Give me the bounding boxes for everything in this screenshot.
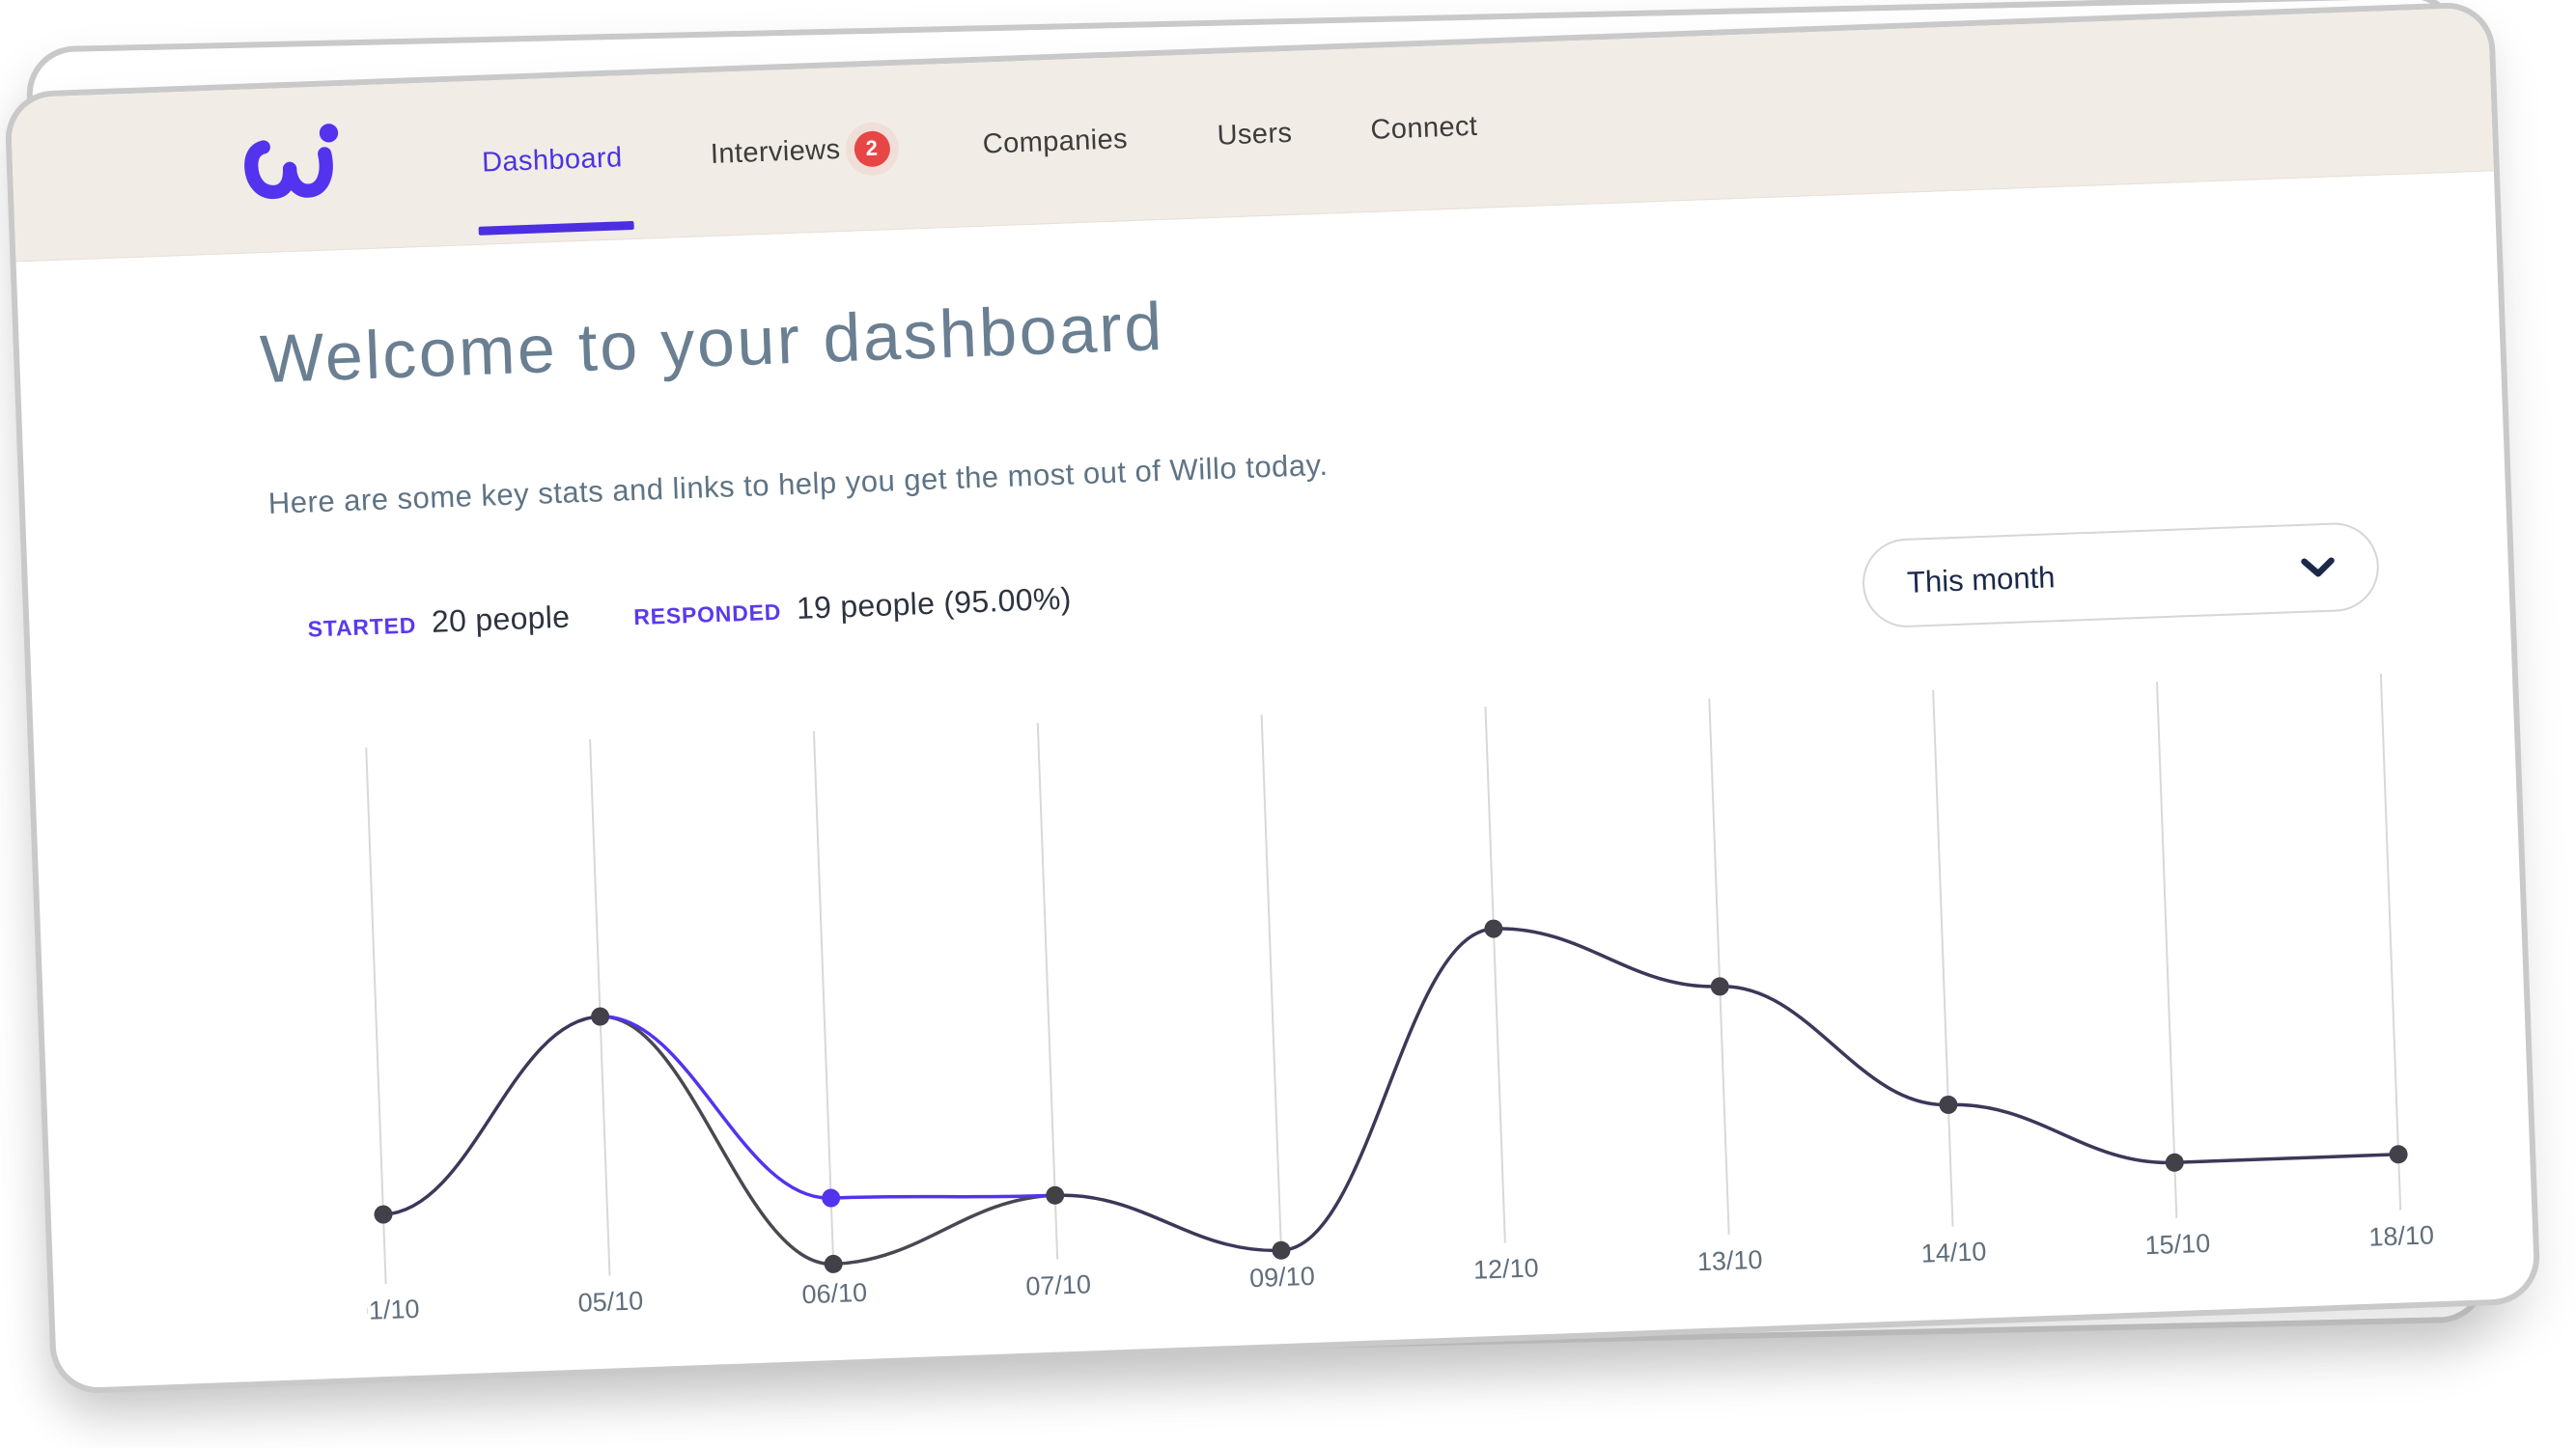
- nav-tab-label: Dashboard: [481, 141, 624, 179]
- nav-tab-dashboard[interactable]: Dashboard: [478, 75, 635, 244]
- svg-text:06/10: 06/10: [801, 1278, 868, 1309]
- notification-badge: 2: [853, 129, 891, 167]
- svg-text:01/10: 01/10: [353, 1295, 420, 1325]
- x-axis-labels: 01/10 05/10 06/10 07/10 09/10 12/10 13/10 14/10…: [353, 1220, 2434, 1325]
- svg-text:14/10: 14/10: [1920, 1237, 1987, 1267]
- svg-text:12/10: 12/10: [1473, 1253, 1540, 1284]
- line-combined: [382, 927, 2399, 1253]
- top-navbar: Dashboard Interviews 2 Companies Users C…: [10, 7, 2494, 263]
- nav-tab-users[interactable]: Users: [1215, 51, 1296, 218]
- stats-row: STARTED 20 people RESPONDED 19 people (9…: [307, 581, 1072, 645]
- data-point-dark: [1939, 1095, 1958, 1114]
- dashboard-window: Dashboard Interviews 2 Companies Users C…: [4, 1, 2541, 1395]
- svg-text:13/10: 13/10: [1696, 1245, 1763, 1276]
- page-subtitle: Here are some key stats and links to hel…: [267, 447, 1329, 520]
- stat-label: RESPONDED: [632, 599, 782, 630]
- nav-tab-interviews[interactable]: Interviews 2: [708, 66, 893, 237]
- data-point-purple: [822, 1188, 841, 1208]
- nav-tab-label: Interviews: [710, 133, 842, 170]
- willo-logo[interactable]: [240, 119, 352, 219]
- nav-tab-label: Companies: [982, 123, 1129, 160]
- svg-text:05/10: 05/10: [577, 1286, 644, 1317]
- willo-logo-icon: [244, 124, 339, 200]
- stat-label: STARTED: [307, 612, 417, 642]
- data-point-dark: [824, 1254, 843, 1273]
- data-point-dark: [2389, 1145, 2408, 1164]
- svg-text:15/10: 15/10: [2144, 1229, 2211, 1260]
- nav-tab-connect[interactable]: Connect: [1367, 44, 1480, 212]
- chevron-down-icon: [2301, 557, 2335, 577]
- data-point-dark: [591, 1007, 610, 1026]
- nav-tab-label: Users: [1217, 117, 1293, 152]
- stat-value: 19 people (95.00%): [796, 580, 1073, 626]
- stat-value: 20 people: [431, 599, 571, 639]
- nav-tab-label: Connect: [1369, 110, 1478, 146]
- data-points: [374, 919, 2408, 1273]
- svg-text:09/10: 09/10: [1249, 1262, 1316, 1293]
- data-point-dark: [2165, 1153, 2184, 1172]
- active-tab-underline: [478, 220, 635, 236]
- svg-text:07/10: 07/10: [1025, 1269, 1092, 1300]
- data-point-dark: [1272, 1240, 1291, 1260]
- line-dark: [600, 1015, 1055, 1267]
- nav-tab-companies[interactable]: Companies: [980, 57, 1131, 226]
- data-point-dark: [1484, 919, 1503, 938]
- data-point-dark: [1046, 1185, 1065, 1205]
- stats-line-chart: 01/10 05/10 06/10 07/10 09/10 12/10 13/10 14/10…: [353, 673, 2435, 1325]
- date-range-dropdown[interactable]: This month: [1861, 520, 2381, 629]
- line-purple: [600, 1015, 1055, 1200]
- page-title: Welcome to your dashboard: [259, 288, 1165, 398]
- date-range-value: This month: [1906, 560, 2056, 599]
- stat-started: STARTED 20 people: [307, 599, 571, 645]
- data-point-dark: [374, 1205, 393, 1224]
- data-point-dark: [1710, 977, 1729, 996]
- gridlines: [365, 673, 2402, 1285]
- stat-responded: RESPONDED 19 people (95.00%): [633, 581, 1073, 633]
- svg-text:18/10: 18/10: [2368, 1220, 2435, 1251]
